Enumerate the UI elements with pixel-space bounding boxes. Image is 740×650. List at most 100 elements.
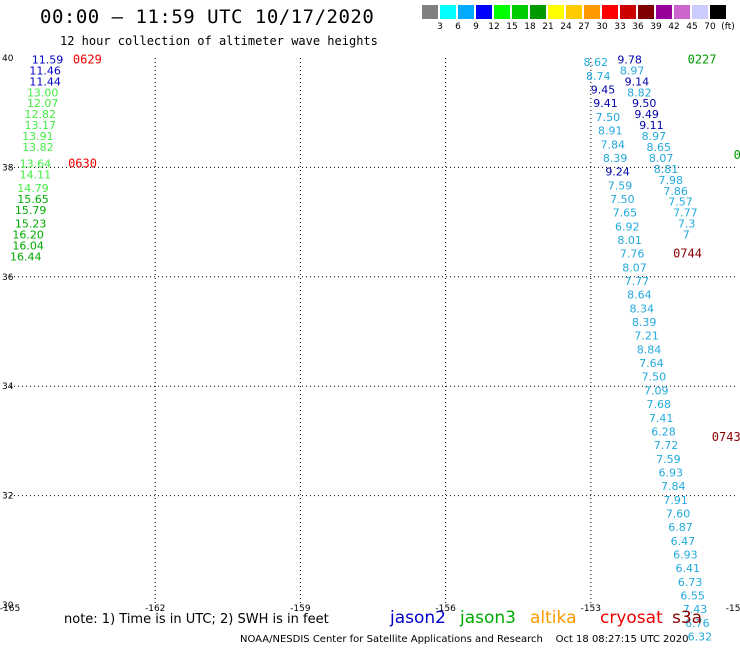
- lat-tick-label: 30: [2, 601, 14, 611]
- swh-value: 6.32: [688, 631, 713, 644]
- swh-value: 6.93: [659, 466, 684, 479]
- legend-label: 42: [668, 22, 680, 32]
- lon-tick-label: -162: [145, 604, 165, 614]
- swh-value: 7.77: [673, 207, 698, 220]
- legend-label: 21: [542, 22, 554, 32]
- pass-time-label: 0630: [68, 156, 97, 170]
- legend-swatch: [530, 5, 546, 19]
- swh-value: 7.76: [620, 248, 645, 261]
- swh-value: 7.84: [661, 480, 686, 493]
- legend-label: 9: [473, 22, 479, 32]
- legend-label: 18: [524, 22, 536, 32]
- legend-label: 12: [488, 22, 500, 32]
- swh-value: 6.47: [671, 535, 696, 548]
- swh-value: 7.21: [634, 330, 659, 343]
- pass-time-label: 0743: [712, 430, 740, 444]
- legend-swatch: [458, 5, 474, 19]
- swh-value: 6.76: [685, 617, 710, 630]
- swh-value: 6.87: [668, 521, 693, 534]
- swh-value: 7.59: [608, 179, 633, 192]
- satellite-s3a: s3a: [672, 608, 703, 628]
- swh-value: 8.81: [654, 163, 679, 176]
- swh-value: 9.41: [593, 97, 618, 110]
- lon-tick-label: -156: [435, 604, 456, 614]
- swh-value: 6.93: [673, 549, 698, 562]
- satellite-jason2: jason2: [390, 608, 446, 628]
- swh-value: 7.3: [678, 218, 696, 231]
- swh-value: 9.11: [639, 119, 664, 132]
- legend-swatch: [548, 5, 564, 19]
- legend-swatch: [674, 5, 690, 19]
- swh-value: 6.28: [651, 425, 676, 438]
- swh-value: 11.44: [29, 75, 61, 88]
- swh-value: 12.07: [27, 97, 59, 110]
- swh-value: 8.91: [598, 125, 623, 138]
- legend-label: 3: [437, 22, 443, 32]
- swh-value: 13.00: [27, 86, 59, 99]
- swh-value: 7.41: [649, 412, 674, 425]
- legend-swatch: [602, 5, 618, 19]
- pass-time-label: 02: [734, 148, 740, 162]
- swh-value: 8.64: [627, 289, 652, 302]
- pass-time-label: 0629: [73, 52, 102, 66]
- swh-value: 6.41: [676, 562, 701, 575]
- swh-value: 8.34: [630, 302, 655, 315]
- legend-swatch: [710, 5, 726, 19]
- swh-value: 15.65: [17, 193, 49, 206]
- swh-value: 8.39: [632, 316, 657, 329]
- swh-value: 7.77: [625, 275, 650, 288]
- swh-value: 11.46: [29, 64, 61, 77]
- lon-tick-label: -165: [0, 604, 20, 614]
- legend-swatch: [422, 5, 438, 19]
- swh-value: 15.79: [15, 204, 47, 217]
- swh-value: 13.82: [22, 141, 53, 154]
- swh-value: 16.44: [10, 250, 42, 263]
- satellite-jason3: jason3: [460, 608, 516, 628]
- swh-value: 9.14: [625, 75, 650, 88]
- swh-value: 8.74: [586, 70, 611, 83]
- lon-tick-label: -153: [581, 604, 601, 614]
- swh-value: 12.82: [25, 108, 57, 121]
- swh-value: 7.84: [600, 138, 625, 151]
- legend-label: 36: [632, 22, 644, 32]
- legend-swatch: [620, 5, 636, 19]
- legend-label: 45: [686, 22, 698, 32]
- pass-time-label: 0744: [673, 247, 702, 261]
- legend-swatch: [494, 5, 510, 19]
- swh-value: 8.97: [620, 64, 645, 77]
- legend-label: 24: [560, 22, 572, 32]
- swh-value: 7.91: [663, 494, 688, 507]
- legend-label: 33: [614, 22, 626, 32]
- lat-tick-label: 38: [2, 163, 14, 173]
- swh-value: 8.97: [642, 130, 667, 143]
- swh-value: 7.60: [666, 507, 691, 520]
- swh-value: 9.24: [605, 166, 630, 179]
- swh-value: 7.86: [663, 185, 688, 198]
- legend-swatch: [512, 5, 528, 19]
- swh-value: 8.07: [649, 152, 674, 165]
- swh-value: 8.07: [622, 261, 647, 274]
- swh-value: 6.92: [615, 220, 640, 233]
- legend-label: 39: [650, 22, 662, 32]
- swh-value: 13.64: [20, 157, 52, 170]
- swh-value: 7.64: [639, 357, 664, 370]
- swh-value: 7.72: [654, 439, 679, 452]
- swh-value: 8.84: [637, 343, 662, 356]
- page-subtitle: 12 hour collection of altimeter wave hei…: [60, 34, 378, 48]
- legend-label: 70: [704, 22, 716, 32]
- legend-swatch: [476, 5, 492, 19]
- swh-value: 9.49: [634, 108, 659, 121]
- swh-value: 8.39: [603, 152, 628, 165]
- swh-value: 9.50: [632, 97, 657, 110]
- swh-value: 8.82: [627, 86, 652, 99]
- swh-value: 7.65: [613, 207, 638, 220]
- satellite-altika: altika: [530, 608, 577, 628]
- page-title: 00:00 – 11:59 UTC 10/17/2020: [40, 6, 375, 28]
- swh-value: 13.17: [25, 119, 57, 132]
- pass-time-label: 0227: [688, 52, 717, 66]
- swh-value: 8.01: [617, 234, 642, 247]
- swh-value: 8.65: [646, 141, 671, 154]
- legend-swatch: [440, 5, 456, 19]
- footer-note: note: 1) Time is in UTC; 2) SWH is in fe…: [64, 612, 329, 627]
